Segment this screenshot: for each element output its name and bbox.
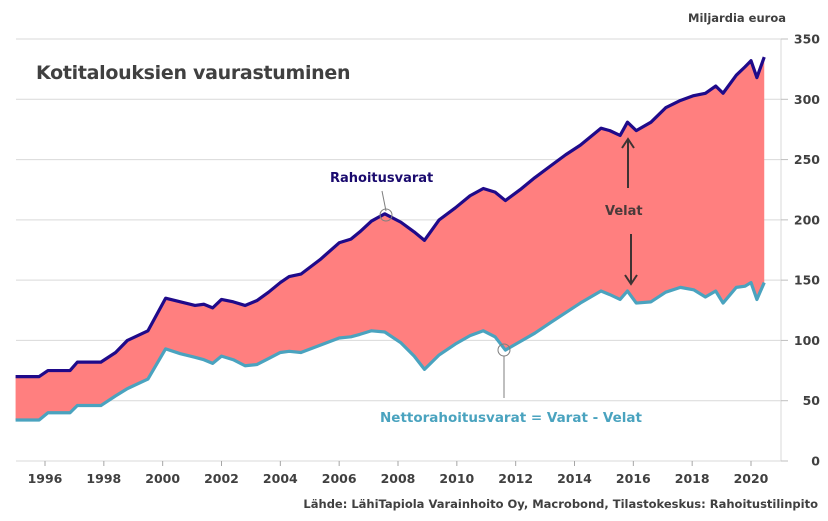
net-annotation-label: Nettorahoitusvarat = Varat - Velat xyxy=(380,410,643,426)
y-tick-label-0: 0 xyxy=(811,454,820,469)
x-tick-label-2016: 2016 xyxy=(616,471,651,486)
series-lines xyxy=(15,56,766,422)
x-tick-label-2000: 2000 xyxy=(145,471,180,486)
debt-fill-area xyxy=(15,57,765,421)
assets-annotation-label: Rahoitusvarat xyxy=(330,171,433,186)
chart-title: Kotitalouksien vaurastuminen xyxy=(36,62,350,84)
series-line-nettorahoitusvarat xyxy=(15,280,766,422)
x-tick-label-2008: 2008 xyxy=(381,471,416,486)
x-tick-label-1998: 1998 xyxy=(86,471,121,486)
x-tick-label-2018: 2018 xyxy=(675,471,710,486)
x-tick-label-2002: 2002 xyxy=(204,471,239,486)
y-tick-label-50: 50 xyxy=(803,393,821,408)
x-tick-label-1996: 1996 xyxy=(28,471,63,486)
x-tick-label-2010: 2010 xyxy=(439,471,474,486)
x-tick-label-2004: 2004 xyxy=(263,471,298,486)
up-arrow-icon xyxy=(621,137,635,188)
x-tick-label-2020: 2020 xyxy=(734,471,769,486)
y-axis-ticks: 0 50 100 150 200 250 300 350 xyxy=(781,32,820,469)
down-arrow-icon xyxy=(624,234,638,286)
y-tick-label-100: 100 xyxy=(794,333,820,348)
y-tick-label-150: 150 xyxy=(794,273,820,288)
y-tick-label-250: 250 xyxy=(794,152,820,167)
x-tick-label-2012: 2012 xyxy=(498,471,533,486)
x-axis-ticks: 1996 1998 2000 2002 2004 2006 2008 2010 2012 2014… xyxy=(28,461,769,486)
debt-annotation-label: Velat xyxy=(605,204,643,219)
y-tick-label-300: 300 xyxy=(794,92,820,107)
y-tick-label-200: 200 xyxy=(794,212,820,227)
debt-area-layer xyxy=(15,57,765,421)
x-tick-label-2006: 2006 xyxy=(322,471,357,486)
y-tick-label-350: 350 xyxy=(794,32,820,47)
assets-marker-circle xyxy=(379,208,393,222)
x-tick-label-2014: 2014 xyxy=(557,471,592,486)
source-note: Lähde: LähiTapiola Varainhoito Oy, Macro… xyxy=(303,497,818,511)
series-line-rahoitusvarat xyxy=(15,56,766,379)
y-axis-unit-label: Miljardia euroa xyxy=(688,11,786,25)
assets-leader-line xyxy=(381,190,387,212)
